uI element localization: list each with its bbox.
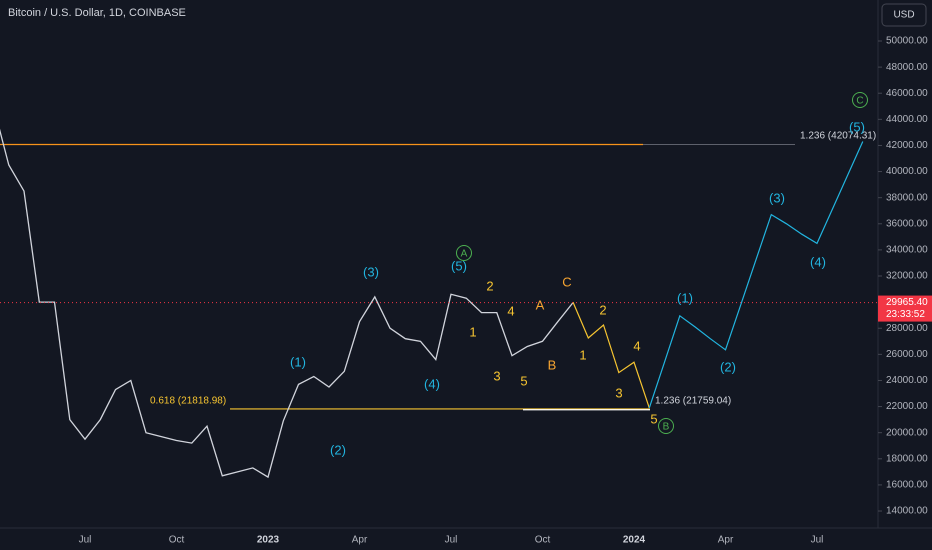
level-label: 1.236 (21759.04) [655,396,731,407]
chart-title: Bitcoin / U.S. Dollar, 1D, COINBASE [8,7,186,19]
last-price-box [878,295,932,322]
wave-label: 4 [507,303,514,318]
series-line [648,141,864,409]
wave-label: 1 [579,347,586,362]
x-tick-label: Apr [718,535,734,546]
wave-label: 2 [486,278,493,293]
wave-label: (5) [849,119,865,134]
y-tick-label: 34000.00 [886,245,928,256]
wave-label: (1) [677,290,693,305]
y-tick-label: 38000.00 [886,192,928,203]
wave-label: 2 [599,302,606,317]
x-tick-label: 2024 [623,535,646,546]
y-tick-label: 44000.00 [886,114,928,125]
wave-label: (4) [810,254,826,269]
wave-label: B [663,422,670,433]
wave-circle [456,245,472,261]
y-tick-label: 50000.00 [886,36,928,47]
y-tick-label: 32000.00 [886,271,928,282]
wave-label: C [856,96,863,107]
y-tick-label: 24000.00 [886,375,928,386]
wave-label: 5 [650,411,657,426]
plot-area [0,128,878,479]
wave-circle [658,418,674,434]
wave-label: 3 [615,385,622,400]
wave-label: (3) [769,190,785,205]
currency-button[interactable] [881,3,927,27]
wave-label: (2) [330,442,346,457]
series-line [572,301,650,409]
y-tick-label: 48000.00 [886,62,928,73]
y-tick-label: 14000.00 [886,506,928,517]
wave-label: 1 [469,324,476,339]
wave-label: A [461,249,468,260]
y-tick-label: 40000.00 [886,166,928,177]
x-tick-label: Jul [811,535,824,546]
x-tick-label: Oct [535,535,551,546]
wave-label: 3 [493,368,500,383]
wave-label: (2) [720,359,736,374]
y-tick-label: 20000.00 [886,427,928,438]
x-tick-label: Jul [79,535,92,546]
wave-label: 5 [520,373,527,388]
wave-label: A [536,297,545,312]
x-tick-label: Oct [169,535,185,546]
level-label: 0.618 (21818.98) [150,396,226,407]
wave-label: B [548,357,557,372]
y-tick-label: 26000.00 [886,349,928,360]
series-line [0,128,574,479]
y-tick-label: 46000.00 [886,88,928,99]
x-tick-label: 2023 [257,535,280,546]
y-tick-label: 22000.00 [886,401,928,412]
y-tick-label: 42000.00 [886,140,928,151]
x-tick-label: Apr [352,535,368,546]
currency-label: USD [893,10,914,21]
y-tick-label: 36000.00 [886,218,928,229]
y-tick-label: 18000.00 [886,453,928,464]
wave-label: 4 [633,338,640,353]
wave-label: (1) [290,354,306,369]
level-label: 1.236 (42074.31) [800,131,876,142]
wave-label: (4) [424,376,440,391]
countdown-label: 23:33:52 [886,309,925,320]
wave-label: (3) [363,264,379,279]
x-tick-label: Jul [445,535,458,546]
y-tick-label: 28000.00 [886,323,928,334]
last-price-label: 29965.40 [886,297,928,308]
wave-circle [852,92,868,108]
wave-label: (5) [451,258,467,273]
y-tick-label: 16000.00 [886,480,928,491]
wave-label: C [562,274,571,289]
